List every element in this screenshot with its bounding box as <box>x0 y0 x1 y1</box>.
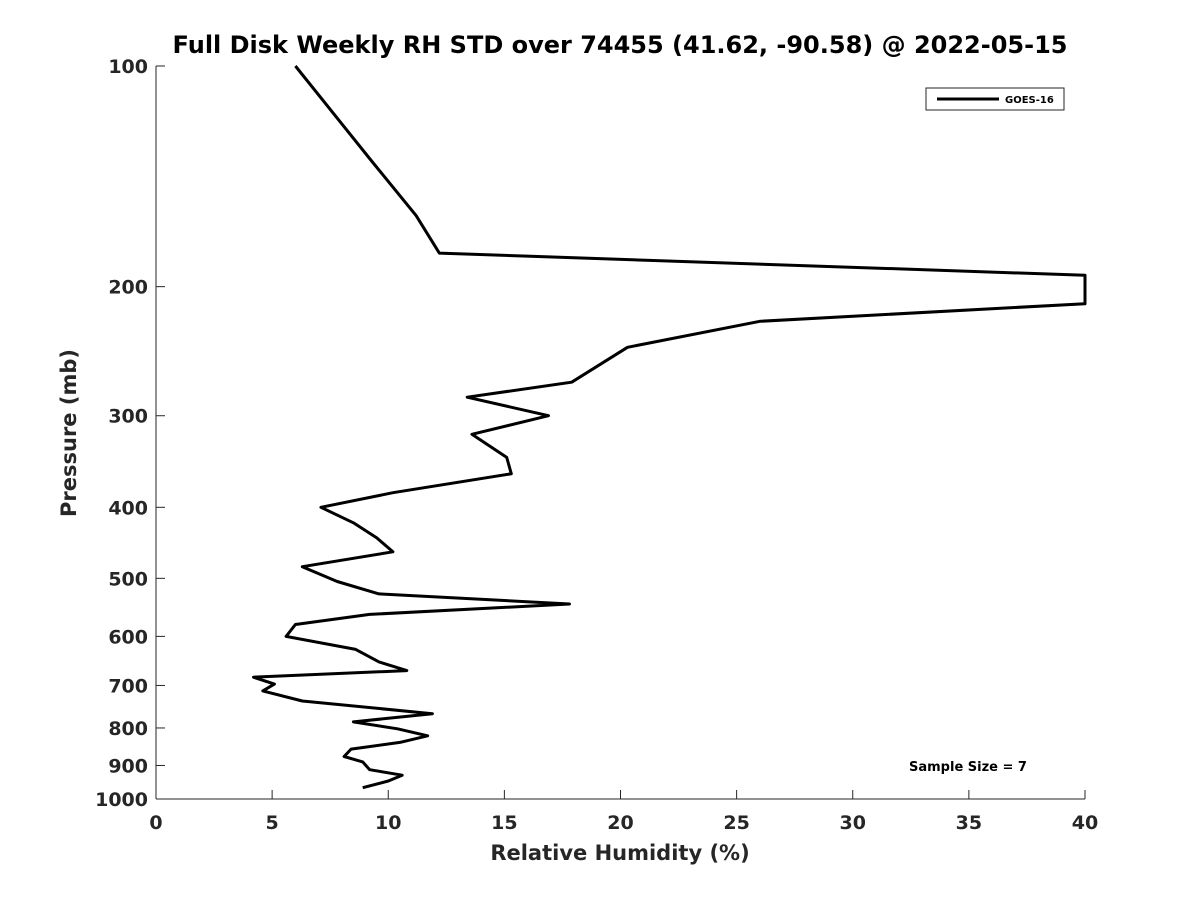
y-axis-ticks: 100 200 300 400 500 600 700 800 900 1000 <box>95 56 165 811</box>
y-tick-label: 500 <box>108 568 148 590</box>
series-line-goes-16 <box>252 65 1087 790</box>
x-tick-label: 0 <box>149 812 162 834</box>
y-tick-label: 900 <box>108 755 148 777</box>
legend-label: GOES-16 <box>1005 95 1054 106</box>
x-tick-label: 25 <box>723 812 749 834</box>
y-tick-label: 200 <box>108 277 148 299</box>
x-tick-label: 40 <box>1072 812 1098 834</box>
x-tick-label: 30 <box>840 812 866 834</box>
y-tick-label: 400 <box>108 497 148 519</box>
legend: GOES-16 <box>925 87 1065 111</box>
x-axis-label: Relative Humidity (%) <box>490 841 749 865</box>
y-tick-label: 700 <box>108 675 148 697</box>
y-axis-label: Pressure (mb) <box>57 349 81 517</box>
y-tick-label: 600 <box>108 626 148 648</box>
x-tick-label: 35 <box>956 812 982 834</box>
y-tick-label: 300 <box>108 406 148 428</box>
y-tick-label: 100 <box>108 56 148 78</box>
chart-title: Full Disk Weekly RH STD over 74455 (41.6… <box>173 31 1068 59</box>
y-tick-label: 800 <box>108 718 148 740</box>
plot-area <box>155 66 1085 800</box>
x-axis-ticks: 0 5 10 15 20 25 30 35 40 <box>149 790 1098 834</box>
x-tick-label: 15 <box>491 812 517 834</box>
x-tick-label: 10 <box>375 812 401 834</box>
sample-size-annotation: Sample Size = 7 <box>909 760 1027 775</box>
series-layer <box>252 65 1087 790</box>
x-tick-label: 5 <box>266 812 279 834</box>
y-tick-label: 1000 <box>95 789 148 811</box>
x-tick-label: 20 <box>607 812 633 834</box>
